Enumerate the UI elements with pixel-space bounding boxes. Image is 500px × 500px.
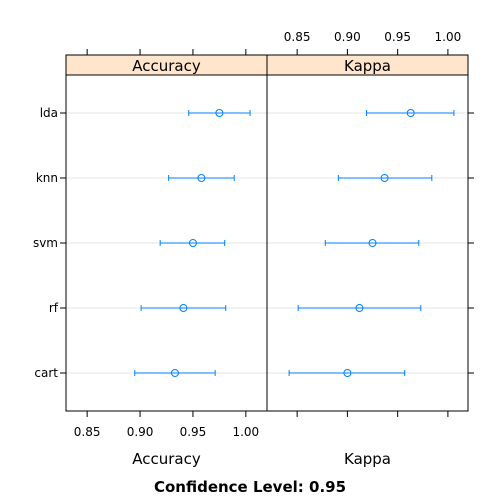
tick-label-kappa: 0.90 <box>334 30 361 44</box>
panels-layer <box>60 49 474 417</box>
chart-title: Confidence Level: 0.95 <box>154 478 346 496</box>
tick-label-kappa: 1.00 <box>435 30 462 44</box>
tick-label-kappa: 0.95 <box>384 30 411 44</box>
tick-label-accuracy: 0.85 <box>74 425 101 439</box>
tick-label-kappa: 0.85 <box>284 30 311 44</box>
point-accuracy-svm <box>188 239 197 247</box>
point-accuracy-knn <box>197 174 206 182</box>
point-kappa-cart <box>343 369 352 377</box>
point-kappa-svm <box>368 239 377 247</box>
point-accuracy-rf <box>179 304 188 312</box>
category-label-svm: svm <box>33 236 58 250</box>
tick-label-accuracy: 1.00 <box>232 425 259 439</box>
strip-label-kappa: Kappa <box>344 57 391 75</box>
point-kappa-lda <box>406 109 415 117</box>
category-label-lda: lda <box>40 106 58 120</box>
point-kappa-knn <box>380 174 389 182</box>
tick-label-accuracy: 0.90 <box>127 425 154 439</box>
point-accuracy-lda <box>215 109 224 117</box>
tick-label-accuracy: 0.95 <box>180 425 207 439</box>
axis-title-accuracy: Accuracy <box>132 450 201 468</box>
point-kappa-rf <box>355 304 364 312</box>
strip-label-accuracy: Accuracy <box>132 57 201 75</box>
axis-title-kappa: Kappa <box>344 450 391 468</box>
category-label-knn: knn <box>36 171 58 185</box>
marks-layer <box>134 109 455 377</box>
labels-layer: Accuracy 0.85 0.90 0.95 1.00 Accuracy Kappa 0.8… <box>33 30 461 468</box>
category-label-cart: cart <box>34 366 58 380</box>
category-label-rf: rf <box>49 301 59 315</box>
point-accuracy-cart <box>170 369 179 377</box>
